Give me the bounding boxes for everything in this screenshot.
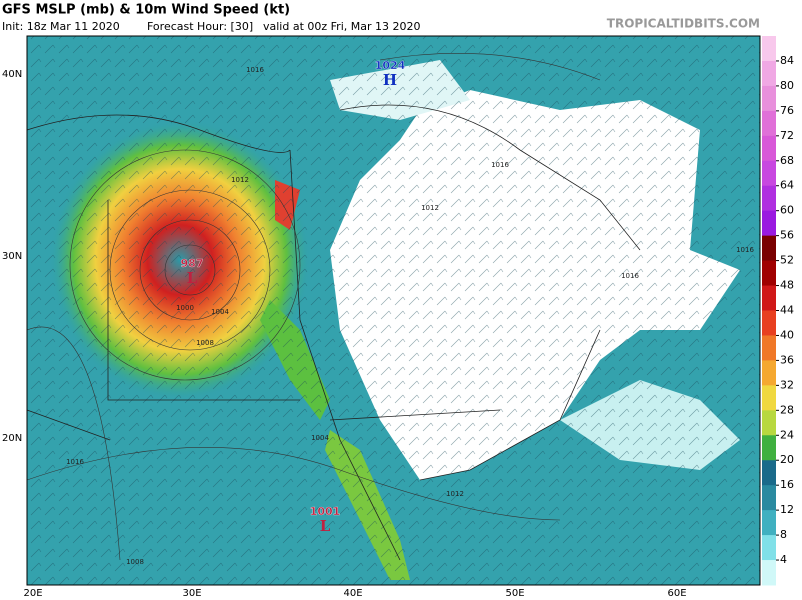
map xyxy=(26,36,760,585)
colorbar-band xyxy=(762,435,776,461)
colorbar-label: 16 xyxy=(780,478,794,491)
isobar-label: 1004 xyxy=(211,308,229,316)
colorbar-label: 36 xyxy=(780,353,794,366)
colorbar-band xyxy=(762,360,776,386)
map-frame xyxy=(26,35,761,586)
lat-label: 40N xyxy=(2,69,22,80)
colorbar-band xyxy=(762,285,776,311)
pressure-symbol: L xyxy=(187,269,198,287)
colorbar-band xyxy=(762,235,776,262)
isobar-label: 1012 xyxy=(231,176,249,184)
site-credit: TROPICALTIDBITS.COM xyxy=(607,17,760,31)
colorbar-label: 48 xyxy=(780,279,794,292)
colorbar-label: 64 xyxy=(780,179,794,192)
colorbar-label: 4 xyxy=(780,553,787,566)
colorbar-label: 40 xyxy=(780,328,794,341)
isobar-label: 1008 xyxy=(196,339,214,347)
isobar-label: 1016 xyxy=(736,246,754,254)
colorbar-label: 56 xyxy=(780,229,794,242)
isobars xyxy=(26,53,601,561)
colorbar-band xyxy=(762,310,776,336)
pressure-value: 987 xyxy=(181,257,204,270)
pressure-symbol: H xyxy=(383,71,397,89)
colorbar-label: 44 xyxy=(780,304,794,317)
colorbar-label: 28 xyxy=(780,403,794,416)
colorbar-label: 68 xyxy=(780,154,794,167)
colorbar-label: 52 xyxy=(780,254,794,267)
isobar-label: 1012 xyxy=(446,490,464,498)
colorbar-band xyxy=(762,335,776,361)
lon-label: 30E xyxy=(182,588,201,599)
isobar-label: 1012 xyxy=(421,204,439,212)
colorbar-band xyxy=(762,110,776,137)
colorbar-band xyxy=(762,185,776,212)
lon-label: 50E xyxy=(505,588,524,599)
colorbar-band xyxy=(762,160,776,187)
isobar-label: 1016 xyxy=(246,66,264,74)
colorbar-label: 84 xyxy=(780,54,794,67)
colorbar-band xyxy=(762,535,776,561)
colorbar-label: 72 xyxy=(780,129,794,142)
lat-label: 30N xyxy=(2,251,22,262)
isobar-label: 1004 xyxy=(311,434,329,442)
colorbar-label: 20 xyxy=(780,453,794,466)
lon-label: 60E xyxy=(667,588,686,599)
colorbar-band xyxy=(762,410,776,436)
colorbar-label: 76 xyxy=(780,104,794,117)
init-time: Init: 18z Mar 11 2020 xyxy=(2,20,120,33)
colorbar-label: 8 xyxy=(780,528,787,541)
isobar-label: 1016 xyxy=(66,458,84,466)
lat-label: 20N xyxy=(2,433,22,444)
lon-label: 20E xyxy=(23,588,42,599)
colorbar-band xyxy=(762,260,776,287)
isobar-label: 1008 xyxy=(126,558,144,566)
colorbar-label: 32 xyxy=(780,378,794,391)
lon-label: 40E xyxy=(343,588,362,599)
isobar-label: 1016 xyxy=(491,161,509,169)
pressure-symbol: L xyxy=(320,517,331,535)
colorbar-label: 12 xyxy=(780,503,794,516)
isobar-label: 1000 xyxy=(176,304,194,312)
valid-time: valid at 00z Fri, Mar 13 2020 xyxy=(263,20,421,33)
colorbar-band xyxy=(762,210,776,237)
pressure-value: 1001 xyxy=(310,505,341,518)
title: GFS MSLP (mb) & 10m Wind Speed (kt) xyxy=(2,3,290,18)
colorbar-label: 60 xyxy=(780,204,794,217)
colorbar-band xyxy=(762,36,776,62)
isobar-label: 1016 xyxy=(621,272,639,280)
pressure-value: 1024 xyxy=(375,59,406,72)
colorbar-band xyxy=(762,485,776,511)
borders xyxy=(26,104,641,561)
colorbar-band xyxy=(762,510,776,536)
colorbar-label: 24 xyxy=(780,428,794,441)
forecast-hour: Forecast Hour: [30] xyxy=(147,20,253,33)
wind-barbs xyxy=(27,36,760,585)
colorbar-band xyxy=(762,385,776,411)
colorbar-label: 80 xyxy=(780,79,794,92)
colorbar-band xyxy=(762,135,776,162)
colorbar-band xyxy=(762,60,776,87)
colorbar-band xyxy=(762,85,776,112)
colorbar-band xyxy=(762,560,776,586)
colorbar-band xyxy=(762,460,776,486)
